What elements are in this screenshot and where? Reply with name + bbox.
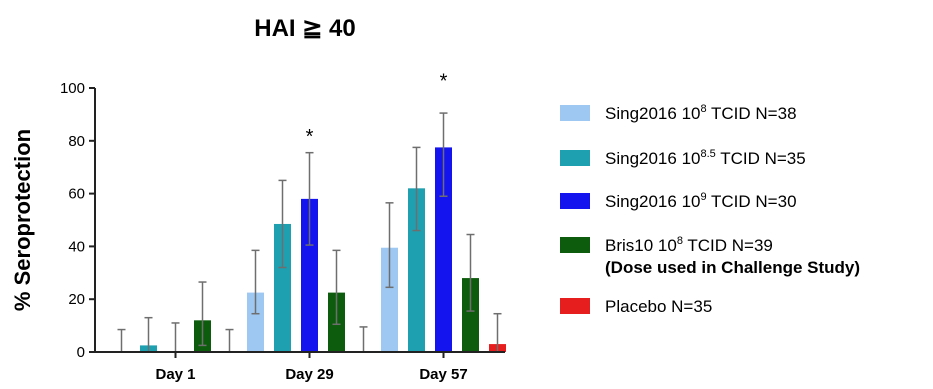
y-tick-label: 0 — [77, 344, 85, 361]
plot-area: 0 20 40 60 80 100 Day 1 Day 29 Day 57 * * — [60, 70, 506, 383]
legend-swatch-s1 — [560, 105, 590, 121]
bar-s1-day-57 — [381, 247, 398, 352]
bar-s3-day-29 — [301, 198, 318, 352]
legend: Sing2016 108 TCID N=38 Sing2016 108.5 TCI… — [560, 103, 860, 316]
legend-swatch-s3 — [560, 193, 590, 209]
y-tick-label: 80 — [68, 133, 85, 150]
legend-label-s4: Bris10 108 TCID N=39 — [605, 235, 773, 255]
significance-star: * — [306, 126, 314, 148]
legend-swatch-s5 — [560, 298, 590, 314]
chart-title: HAI ≧ 40 — [254, 15, 355, 42]
x-tick-label: Day 57 — [419, 366, 467, 383]
significance-star: * — [440, 70, 448, 92]
x-tick-label: Day 1 — [155, 366, 195, 383]
bar-s2-day-29 — [274, 223, 291, 352]
legend-note-s4: (Dose used in Challenge Study) — [605, 258, 860, 277]
legend-label-s3: Sing2016 109 TCID N=30 — [605, 191, 797, 211]
y-tick-label: 60 — [68, 186, 85, 203]
legend-label-s1: Sing2016 108 TCID N=38 — [605, 103, 797, 123]
y-axis-label: % Seroprotection — [10, 129, 35, 311]
legend-label-s2: Sing2016 108.5 TCID N=35 — [605, 148, 806, 168]
legend-label-s5: Placebo N=35 — [605, 297, 712, 316]
y-tick-label: 20 — [68, 291, 85, 308]
y-tick-label: 40 — [68, 238, 85, 255]
bar-s1-day-29 — [247, 292, 264, 352]
x-tick-label: Day 29 — [285, 366, 333, 383]
y-tick-label: 100 — [60, 80, 85, 97]
legend-swatch-s2 — [560, 150, 590, 166]
bar-s4-day-57 — [462, 278, 479, 352]
bar-s2-day-57 — [408, 188, 425, 352]
legend-swatch-s4 — [560, 237, 590, 253]
bar-s3-day-57 — [435, 147, 452, 352]
